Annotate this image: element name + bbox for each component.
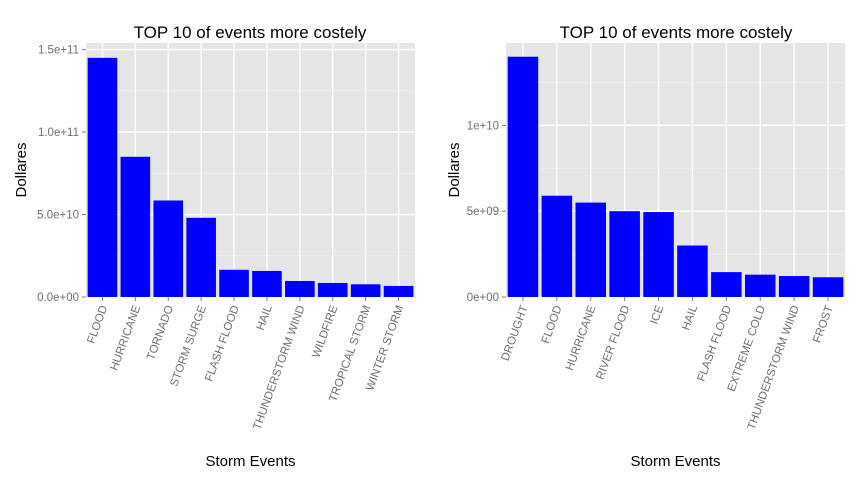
x-tick-label: TORNADO <box>145 304 176 362</box>
x-tick-label: FLASH FLOOD <box>696 304 735 383</box>
y-axis-title: Dollares <box>13 142 30 197</box>
bar-wildfire <box>317 282 348 297</box>
y-tick-label: 5e+09 <box>467 206 499 218</box>
x-tick-label: FLOOD <box>85 304 110 345</box>
bar-ice <box>643 212 674 297</box>
y-axis-title: Dollares <box>446 142 463 197</box>
bar-hail <box>677 245 708 297</box>
bar-extreme-cold <box>744 274 776 297</box>
x-axis-title: Storm Events <box>630 453 720 470</box>
x-tick-label: HURRICANE <box>109 304 144 373</box>
chart-panel-1: 0.0e+00 5.0e+10 1.0e+11 1.5e+11 FLOODHURRICA… <box>13 23 415 470</box>
bar-hurricane <box>120 156 151 297</box>
x-tick-label: WILDFIRE <box>310 304 340 360</box>
bar-drought <box>507 56 539 297</box>
bar-flood <box>541 195 573 297</box>
y-tick-label: 0e+00 <box>467 292 499 304</box>
y-tick-label: 1e+10 <box>467 120 499 132</box>
bar-hurricane <box>575 202 607 297</box>
bar-flash-flood <box>711 272 742 297</box>
chart-title: TOP 10 of events more costely <box>560 23 793 42</box>
x-tick-label: FROST <box>811 304 836 345</box>
x-tick-label: HAIL <box>680 303 700 332</box>
bar-storm-surge <box>186 217 216 297</box>
x-tick-label: DROUGHT <box>500 304 531 363</box>
bar-hail <box>252 270 282 297</box>
x-tick-label: HURRICANE <box>564 304 599 373</box>
y-tick-label: 1.5e+11 <box>38 45 79 57</box>
chart-panel-2: 0e+00 5e+09 1e+10 DROUGHT FLOOD HURRICANERIVE… <box>446 23 845 470</box>
y-tick-label: 1.0e+11 <box>38 127 79 139</box>
bar-frost <box>812 277 844 297</box>
x-tick-label: WINTER STORM <box>364 304 406 393</box>
x-tick-label: FLASH FLOOD <box>203 304 242 383</box>
bar-flood <box>87 57 118 298</box>
bar-tropical-storm <box>350 284 381 297</box>
bar-winter-storm <box>383 285 414 297</box>
x-tick-label: HAIL <box>255 303 275 332</box>
x-tick-label: ICE <box>649 304 667 326</box>
x-tick-label: FLOOD <box>540 304 565 345</box>
bar-river-flood <box>609 211 640 297</box>
x-tick-label: EXTREME COLD <box>726 304 768 393</box>
x-axis-title: Storm Events <box>205 453 295 470</box>
x-tick-label: RIVER FLOOD <box>595 304 633 381</box>
bar-thunderstorm-wind <box>285 281 315 297</box>
bar-thunderstorm-wind <box>778 276 810 297</box>
bar-tornado <box>153 200 184 297</box>
chart-title: TOP 10 of events more costely <box>134 23 367 42</box>
y-tick-label: 5.0e+10 <box>37 210 79 222</box>
bar-flash-flood <box>219 269 249 297</box>
x-tick-label: STORM SURGE <box>168 304 209 389</box>
y-tick-label: 0.0e+00 <box>37 292 79 304</box>
